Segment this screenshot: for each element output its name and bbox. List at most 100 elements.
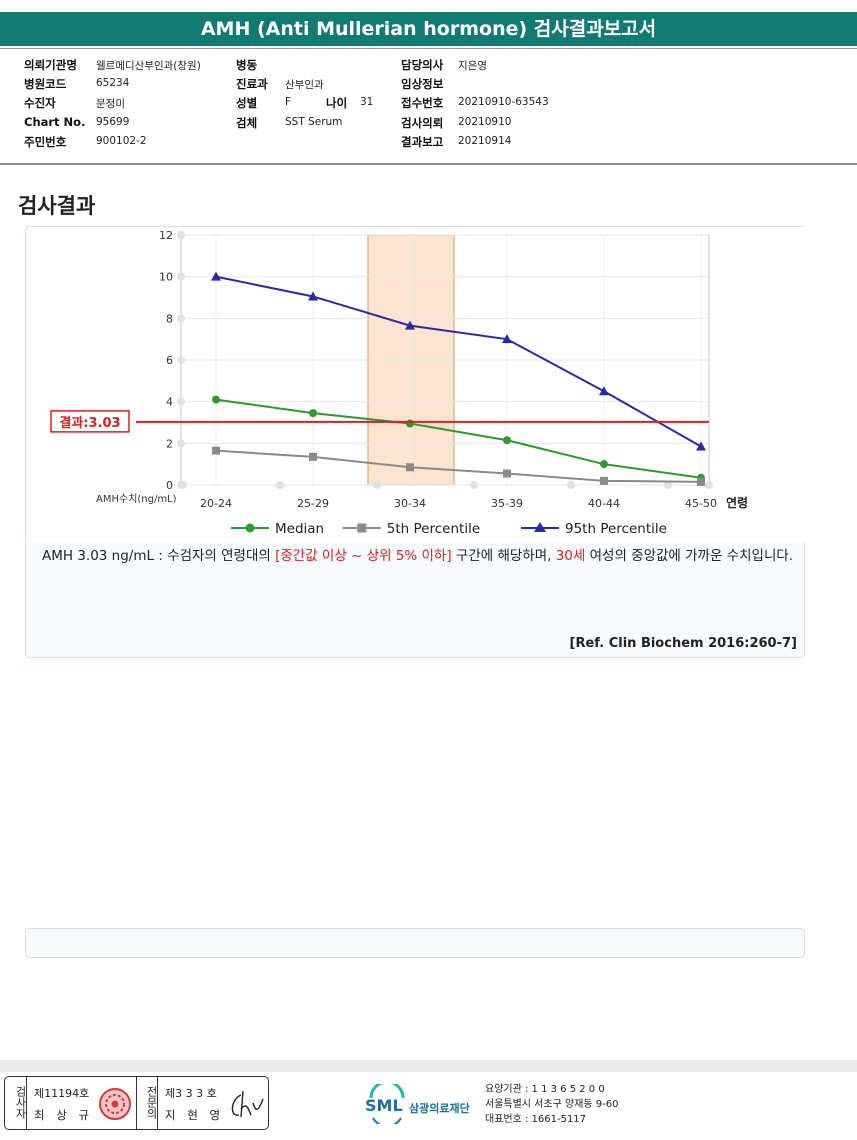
y-tick-label: 10 [159, 271, 173, 284]
series-point [406, 419, 414, 428]
info-label-doctor: 담당의사 [401, 58, 444, 72]
info-value-receipt-no: 20210910-63543 [458, 96, 549, 108]
series-point [212, 446, 220, 455]
series-point [309, 409, 317, 418]
y-axis-label: AMH수치(ng/mL) [96, 493, 177, 505]
footer-band [0, 1060, 857, 1072]
x-tick-dot [373, 481, 381, 489]
series-point [600, 460, 608, 469]
info-value-specimen: SST Serum [285, 116, 343, 128]
tester-name: 최 상 규 [34, 1108, 94, 1122]
x-tick-label: 45-50 [685, 497, 717, 510]
specialist-license-no: 제3 3 3 호 [165, 1087, 217, 1100]
info-label-sex: 성별 [236, 96, 258, 110]
info-label-specimen: 검체 [236, 116, 258, 130]
series-point [309, 452, 317, 461]
info-value-report-date: 20210914 [458, 135, 512, 147]
result-description: AMH 3.03 ng/mL : 수검자의 연령대의 [중간값 이상 ~ 상위 … [42, 546, 802, 567]
x-tick-dot [664, 481, 672, 489]
x-tick-label: 40-44 [588, 497, 620, 510]
info-value-patient: 문정미 [96, 98, 125, 110]
legend-label: 95th Percentile [565, 521, 667, 537]
y-tick-dot [177, 439, 185, 448]
chart-area: 0 2 4 6 8 10 12 20-24 25-29 30-34 35-39 40-44 45-50 연… [26, 227, 806, 543]
info-value-resident-no: 900102-2 [96, 135, 147, 147]
info-label-institution: 의뢰기관명 [24, 58, 77, 72]
x-tick-label: 20-24 [200, 497, 232, 510]
legend-label: 5th Percentile [387, 521, 480, 537]
info-label-report-date: 결과보고 [401, 135, 444, 149]
series-point [211, 271, 221, 281]
y-tick-dot [177, 272, 185, 281]
sml-logo-icon [369, 1084, 405, 1124]
y-tick-label: 2 [166, 437, 173, 450]
legend-marker [245, 523, 255, 533]
series-point [212, 395, 220, 404]
organization-phone: 대표번호 : 1661-5117 [485, 1114, 587, 1125]
specialist-name: 지 현 영 [165, 1108, 225, 1122]
info-label-age: 나이 [326, 96, 348, 110]
sml-logo-text: SML [365, 1096, 403, 1115]
report-title: AMH (Anti Mullerian hormone) 검사결과보고서 [0, 12, 857, 46]
series-line-95th-percentile [215, 275, 702, 448]
x-axis-suffix-label: 연령 [726, 495, 748, 510]
result-label-box [50, 410, 130, 433]
empty-panel [25, 928, 805, 958]
signature-box: 검사자 제11194호 최 상 규 전문의 제3 3 3 호 지 현 영 [4, 1076, 269, 1130]
series-point [503, 469, 511, 478]
y-tick-label: 4 [166, 396, 173, 409]
y-tick-label: 8 [166, 312, 173, 325]
specialist-label: 전문의 [145, 1086, 158, 1119]
x-tick-dot [567, 481, 575, 489]
series-point [697, 477, 705, 486]
x-tick-dot [179, 481, 187, 489]
organization-name: 삼광의료재단 [409, 1102, 470, 1115]
tester-label-cell: 검사자 [5, 1077, 27, 1129]
info-label-request-date: 검사의뢰 [401, 116, 444, 130]
info-label-clinical: 임상정보 [401, 77, 444, 91]
reference-citation: [Ref. Clin Biochem 2016:260-7] [569, 636, 797, 651]
section-title: 검사결과 [18, 194, 96, 218]
x-tick-dot [705, 481, 713, 489]
series-point [308, 291, 318, 301]
x-tick-dot [276, 481, 284, 489]
y-tick-dot [177, 314, 185, 323]
desc-highlight-age: 30세 [555, 548, 586, 564]
info-value-hospital-code: 65234 [96, 77, 130, 89]
specialist-label-cell: 전문의 [136, 1077, 158, 1129]
x-tick-label: 25-29 [297, 497, 329, 510]
organization-code: 요양기관 : 1 1 3 6 5 2 0 0 [485, 1084, 605, 1095]
organization-block: SML 삼광의료재단 요양기관 : 1 1 3 6 5 2 0 0 서울특별시 … [365, 1082, 845, 1132]
info-value-institution: 웰르메디산부인과(창원) [96, 60, 201, 72]
y-tick-dot [177, 231, 185, 239]
series-point [696, 441, 706, 451]
series-point [600, 476, 608, 485]
legend-marker [357, 523, 367, 533]
series-line-5th-percentile [215, 449, 702, 483]
info-value-doctor: 지은영 [458, 60, 487, 72]
series-point [406, 463, 414, 472]
y-tick-label: 12 [159, 229, 173, 242]
legend-marker [534, 522, 546, 532]
info-label-resident-no: 주민번호 [24, 135, 67, 149]
x-tick-label: 35-39 [491, 497, 523, 510]
desc-text-before: AMH 3.03 ng/mL : 수검자의 연령대의 [42, 548, 276, 564]
info-value-age: 31 [360, 96, 374, 108]
result-panel: 0 2 4 6 8 10 12 20-24 25-29 30-34 35-39 40-44 45-50 연… [25, 226, 806, 658]
series-point [503, 436, 511, 445]
result-label: 결과:3.03 [59, 415, 120, 431]
legend-label: Median [275, 521, 324, 537]
info-value-chart-no: 95699 [96, 116, 130, 128]
amh-chart: 0 2 4 6 8 10 12 20-24 25-29 30-34 35-39 40-44 45-50 연… [50, 229, 748, 537]
info-label-department: 진료과 [236, 77, 268, 91]
y-tick-label: 0 [166, 479, 173, 492]
info-label-chart-no: Chart No. [24, 115, 86, 129]
info-value-sex: F [285, 96, 292, 108]
info-label-receipt-no: 접수번호 [401, 96, 444, 110]
info-value-department: 산부인과 [285, 79, 324, 91]
y-tick-dot [177, 397, 185, 406]
organization-address: 서울특별시 서초구 양재동 9-60 [485, 1099, 619, 1110]
desc-highlight-range: [중간값 이상 ~ 상위 5% 이하] [275, 548, 452, 564]
patient-info-block: 의뢰기관명 웰르메디산부인과(창원) 병원코드 65234 수진자 문정미 Ch… [0, 48, 857, 165]
series-point [502, 334, 512, 344]
